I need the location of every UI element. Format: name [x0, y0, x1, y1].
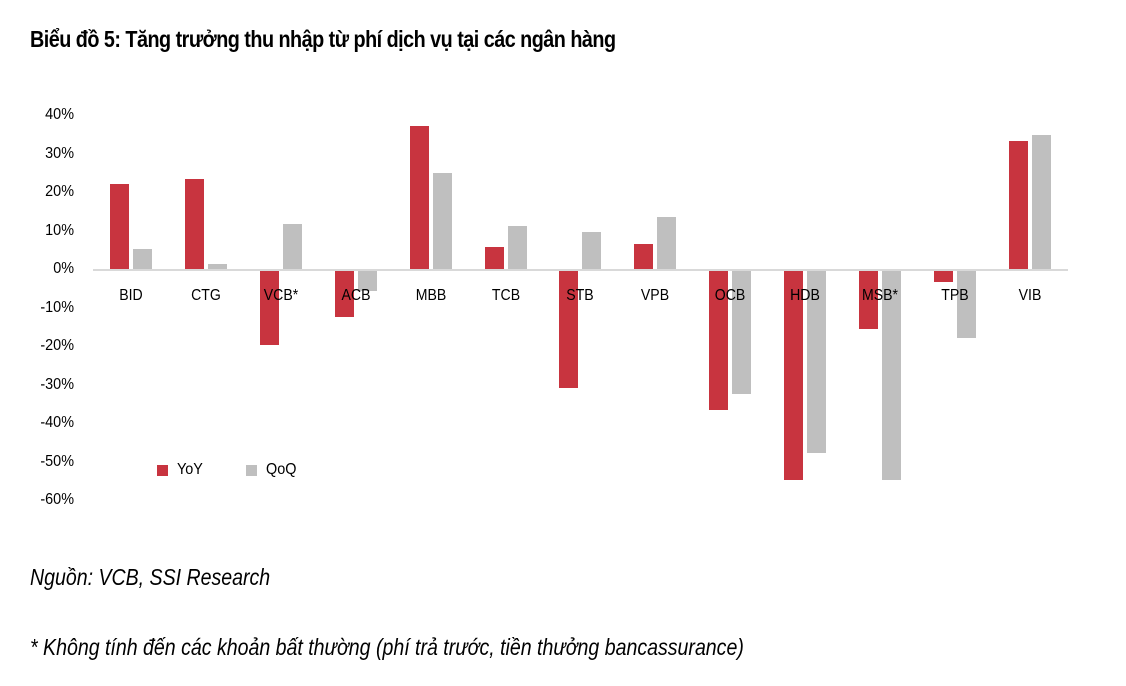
x-tick-label: BID — [119, 287, 143, 304]
bar-qoq — [582, 231, 602, 270]
y-tick-label: -40% — [40, 414, 74, 431]
bar-qoq — [133, 248, 152, 270]
bar-qoq — [657, 216, 677, 270]
x-tick-label: TCB — [491, 287, 520, 304]
x-tick-label: TPB — [941, 287, 969, 304]
bar-yoy — [409, 126, 429, 270]
y-tick-label: -10% — [40, 298, 74, 316]
source-note: Nguồn: VCB, SSI Research — [30, 564, 271, 590]
bar-qoq — [882, 271, 901, 481]
bar-qoq — [956, 271, 976, 338]
bar-yoy — [110, 184, 129, 270]
x-tick-label: VPB — [641, 287, 670, 304]
x-tick-label: VIB — [1018, 287, 1042, 304]
bar-qoq — [732, 271, 752, 394]
y-tick-label: -30% — [40, 375, 74, 393]
bar-yoy — [1008, 141, 1028, 270]
x-tick-label: MBB — [415, 287, 446, 304]
x-tick-label: HDB — [790, 287, 820, 304]
y-tick-label: -50% — [40, 452, 74, 470]
bar-qoq — [207, 263, 227, 270]
bar-yoy — [859, 271, 878, 330]
y-tick-label: 20% — [45, 183, 74, 200]
x-tick-label: CTG — [191, 287, 221, 304]
x-tick-label: STB — [566, 287, 595, 304]
legend-swatch-yoy — [157, 464, 168, 476]
legend-item-qoq: QoQ — [245, 461, 300, 479]
legend-label-qoq: QoQ — [265, 461, 297, 478]
bar-yoy — [559, 271, 579, 389]
bar-yoy — [184, 179, 204, 270]
legend: YoY QoQ — [157, 461, 340, 479]
bar-yoy — [933, 271, 953, 282]
bar-yoy — [484, 246, 504, 270]
y-tick-label: 10% — [45, 221, 74, 239]
x-tick-label: VCB* — [263, 287, 299, 304]
y-tick-label: -20% — [40, 337, 74, 354]
bar-yoy — [709, 271, 729, 410]
bar-qoq — [807, 271, 827, 454]
bar-chart: 40% 30% 20% 10% 0% -10% -20% -30% -40% -50% -60% B… — [40, 106, 1068, 508]
bar-yoy — [259, 271, 279, 345]
bar-yoy — [784, 271, 804, 481]
x-axis-baseline — [93, 269, 1068, 271]
bar-qoq — [282, 223, 302, 270]
bar-qoq — [432, 172, 452, 270]
bar-qoq — [507, 226, 527, 270]
y-tick-label: 0% — [53, 260, 74, 277]
bar-yoy — [334, 271, 354, 318]
legend-swatch-qoq — [245, 464, 257, 476]
bar-qoq — [357, 271, 377, 292]
y-tick-label: -60% — [40, 491, 74, 508]
bar-qoq — [1031, 135, 1051, 270]
legend-item-yoy: YoY — [157, 461, 206, 479]
chart-title: Biểu đồ 5: Tăng trưởng thu nhập từ phí d… — [30, 26, 616, 52]
x-tick-label: MSB* — [862, 287, 898, 304]
legend-label-yoy: YoY — [177, 461, 203, 478]
footnote: * Không tính đến các khoản bất thường (p… — [30, 634, 744, 660]
y-tick-label: 40% — [45, 106, 74, 123]
bar-yoy — [634, 243, 654, 270]
x-tick-label: OCB — [714, 287, 746, 304]
x-tick-label: ACB — [341, 287, 371, 304]
y-tick-label: 30% — [45, 144, 74, 162]
